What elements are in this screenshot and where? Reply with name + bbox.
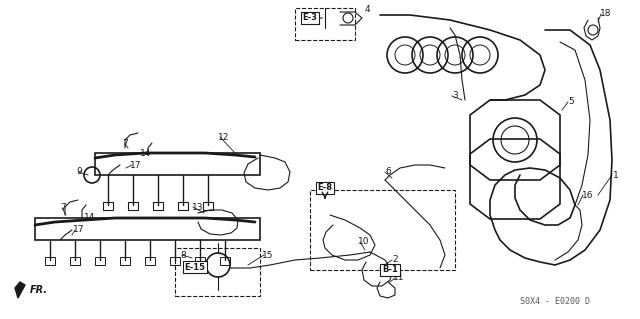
- Text: 7: 7: [122, 139, 128, 149]
- Text: 6: 6: [385, 167, 391, 176]
- Bar: [128, 202, 138, 210]
- Text: 7: 7: [60, 204, 66, 212]
- Bar: [45, 257, 55, 265]
- Bar: [103, 202, 113, 210]
- Text: S0X4 - E0200 D: S0X4 - E0200 D: [520, 298, 590, 307]
- Text: 9: 9: [76, 167, 82, 176]
- Text: 17: 17: [130, 160, 141, 169]
- Text: 18: 18: [600, 10, 611, 19]
- Text: 14: 14: [84, 213, 95, 222]
- Text: 17: 17: [73, 226, 84, 234]
- Text: 15: 15: [262, 250, 273, 259]
- Bar: [220, 257, 230, 265]
- Text: 2: 2: [392, 256, 397, 264]
- Text: 11: 11: [393, 273, 404, 283]
- Text: 3: 3: [452, 92, 458, 100]
- Text: B-1: B-1: [382, 265, 398, 275]
- Bar: [178, 202, 188, 210]
- Text: 8: 8: [180, 250, 186, 259]
- Bar: [120, 257, 130, 265]
- Text: 10: 10: [358, 238, 369, 247]
- Bar: [295, 8, 355, 40]
- Text: 16: 16: [582, 190, 593, 199]
- Text: 5: 5: [568, 98, 573, 107]
- Polygon shape: [15, 282, 25, 298]
- Text: E-3: E-3: [303, 13, 317, 23]
- Bar: [310, 190, 455, 270]
- Bar: [95, 257, 105, 265]
- Bar: [35, 218, 260, 240]
- Text: 13: 13: [192, 203, 204, 211]
- Bar: [145, 257, 155, 265]
- Text: 4: 4: [365, 5, 371, 14]
- Text: 14: 14: [140, 149, 152, 158]
- Bar: [203, 202, 213, 210]
- Text: E-15: E-15: [184, 263, 205, 271]
- Bar: [70, 257, 80, 265]
- Text: E-8: E-8: [317, 183, 333, 192]
- Bar: [95, 153, 260, 175]
- Bar: [170, 257, 180, 265]
- Text: FR.: FR.: [30, 285, 48, 295]
- Bar: [175, 248, 260, 296]
- Bar: [153, 202, 163, 210]
- Bar: [195, 257, 205, 265]
- Text: 1: 1: [613, 170, 619, 180]
- Text: 12: 12: [218, 132, 229, 142]
